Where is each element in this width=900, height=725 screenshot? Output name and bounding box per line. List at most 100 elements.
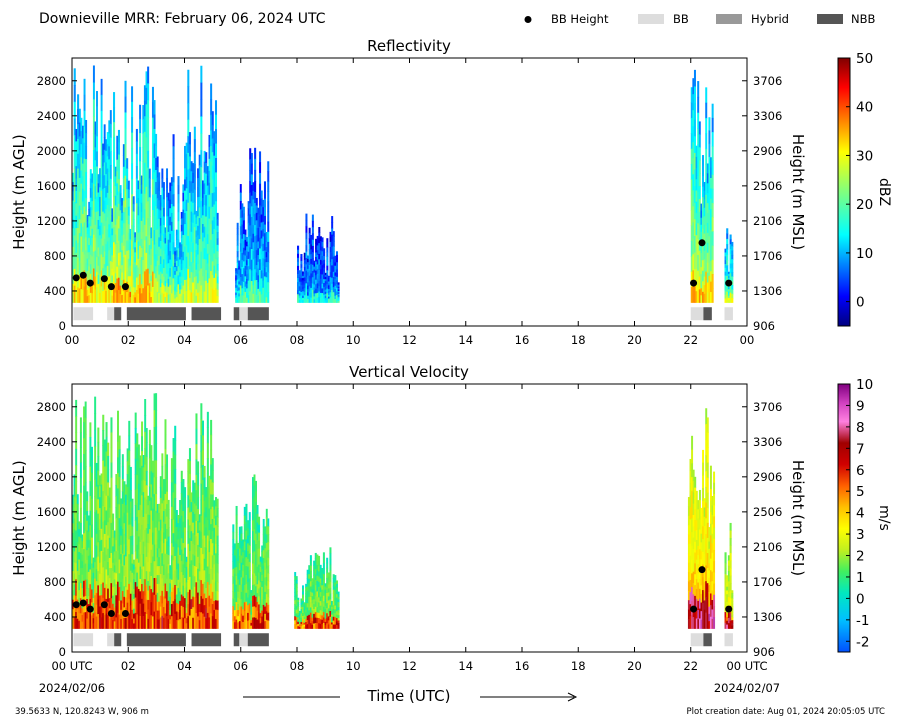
echo-cell [105, 267, 108, 280]
echo-cell [102, 613, 105, 629]
echo-cell [324, 279, 327, 282]
echo-cell [78, 551, 81, 561]
echo-cell [72, 191, 75, 202]
echo-cell [300, 281, 303, 286]
echo-cell [203, 581, 206, 595]
echo-cell [201, 293, 204, 303]
echo-cell [190, 221, 193, 233]
echo-cell [162, 233, 165, 243]
echo-cell [306, 582, 309, 587]
echo-column [305, 213, 340, 303]
echo-cell [174, 263, 177, 268]
echo-cell [121, 272, 124, 281]
echo-cell [329, 610, 332, 618]
echo-cell [155, 561, 158, 579]
echo-cell [118, 531, 121, 547]
y-right-tick-label: 2906 [753, 470, 782, 484]
echo-cell [201, 284, 204, 295]
echo-cell [94, 186, 97, 200]
echo-cell [159, 519, 162, 532]
echo-cell [297, 610, 300, 614]
echo-cell [203, 535, 206, 548]
echo-cell [298, 624, 301, 627]
echo-cell [172, 478, 175, 493]
echo-cell [75, 481, 78, 499]
echo-cell [159, 617, 162, 629]
echo-cell [98, 584, 101, 597]
echo-cell [331, 618, 334, 622]
echo-cell [321, 624, 324, 629]
echo-cell [131, 178, 134, 195]
echo-cell [326, 562, 329, 569]
echo-cell [95, 592, 98, 606]
echo-cell [295, 613, 298, 618]
echo-cell [179, 280, 182, 286]
echo-cell [316, 283, 319, 289]
echo-cell [132, 203, 135, 212]
echo-cell [188, 180, 191, 194]
echo-cell [316, 269, 319, 275]
echo-cell [105, 422, 108, 438]
echo-cell [174, 270, 177, 276]
echo-cell [151, 86, 154, 103]
echo-cell [309, 576, 312, 582]
echo-cell [256, 566, 259, 576]
echo-cell [711, 117, 714, 133]
echo-cell [200, 499, 203, 517]
echo-cell [265, 534, 268, 544]
echo-cell [106, 229, 109, 243]
echo-cell [139, 245, 142, 261]
echo-cell [726, 613, 729, 618]
echo-cell [303, 263, 306, 268]
echo-cell [162, 585, 165, 597]
echo-cell [190, 618, 193, 629]
echo-cell [131, 619, 134, 629]
echo-cell [210, 83, 213, 100]
echo-cell [337, 596, 340, 600]
echo-cell [200, 200, 203, 219]
echo-cell [307, 285, 310, 290]
echo-cell [76, 542, 79, 553]
echo-cell [161, 453, 164, 467]
echo-cell [313, 599, 316, 605]
echo-cell [703, 544, 706, 555]
echo-cell [726, 275, 729, 282]
echo-cell [75, 579, 78, 597]
echo-cell [246, 241, 249, 247]
echo-cell [88, 237, 91, 246]
echo-cell [87, 539, 90, 549]
echo-cell [731, 609, 734, 613]
echo-cell [327, 283, 330, 286]
echo-cell [78, 567, 81, 576]
echo-cell [259, 226, 262, 239]
echo-cell [726, 579, 729, 584]
echo-cell [114, 176, 117, 187]
echo-cell [205, 567, 208, 579]
echo-cell [297, 265, 300, 271]
echo-cell [103, 520, 106, 535]
echo-cell [131, 554, 134, 565]
echo-cell [141, 495, 144, 511]
echo-cell [145, 203, 148, 221]
echo-cell [197, 521, 200, 534]
echo-cell [298, 279, 301, 283]
echo-cell [158, 265, 161, 275]
echo-cell [192, 272, 195, 283]
echo-cell [78, 521, 81, 530]
echo-cell [177, 284, 180, 294]
echo-cell [703, 276, 706, 286]
echo-cell [729, 583, 732, 592]
echo-cell [166, 491, 169, 505]
echo-cell [192, 163, 195, 174]
echo-cell [177, 239, 180, 249]
echo-cell [122, 234, 125, 247]
echo-cell [211, 152, 214, 167]
echo-cell [108, 487, 111, 499]
echo-cell [334, 272, 337, 277]
echo-cell [169, 583, 172, 589]
echo-cell [110, 613, 113, 629]
echo-cell [307, 299, 310, 303]
echo-cell [143, 271, 146, 288]
echo-cell [180, 617, 183, 629]
